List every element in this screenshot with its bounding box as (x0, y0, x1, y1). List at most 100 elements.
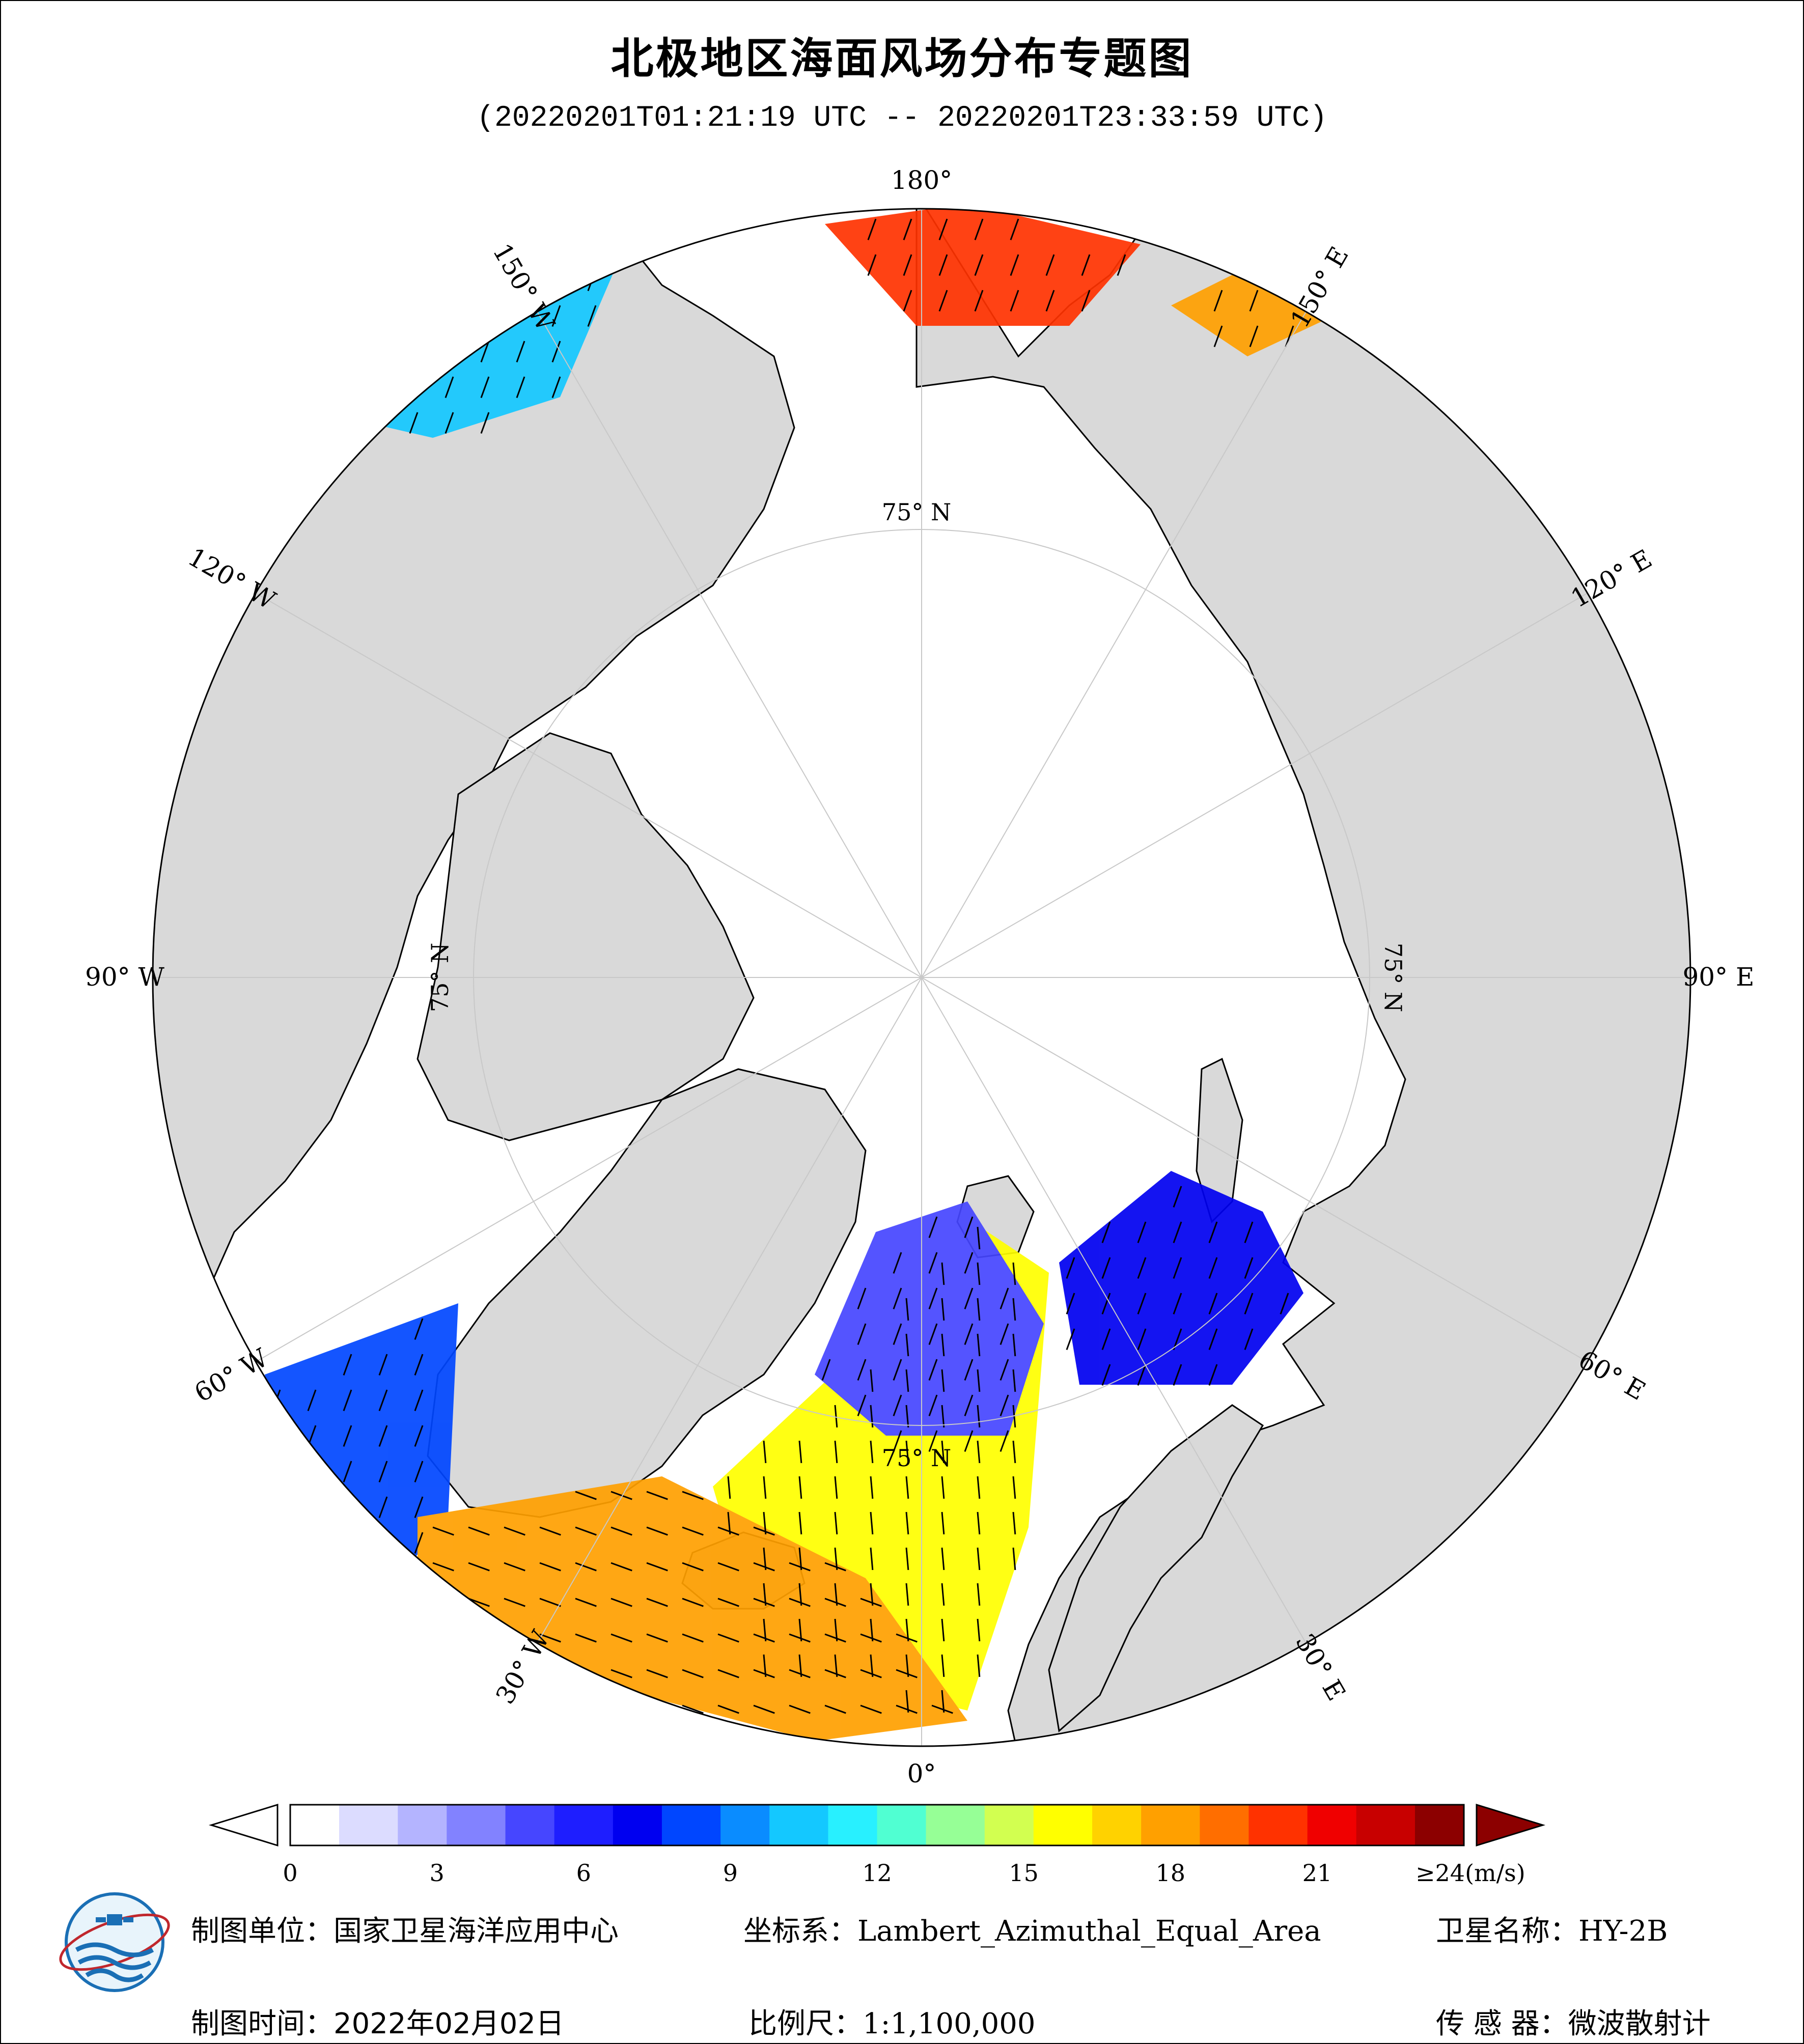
colorbar-cell (935, 1805, 946, 1845)
unit-value: 国家卫星海洋应用中心 (334, 1915, 619, 1948)
wind-arrow (903, 254, 912, 276)
colorbar-cell (965, 1805, 976, 1845)
wind-arrow (1000, 1323, 1009, 1345)
wind-arrow (414, 1532, 424, 1554)
wind-arrow (893, 1430, 902, 1452)
colorbar-cell (867, 1805, 878, 1845)
colorbar-tick-label: 21 (1302, 1859, 1333, 1887)
colorbar-cell (535, 1805, 545, 1845)
wind-arrow (870, 1405, 874, 1427)
colorbar (208, 1803, 1546, 1847)
wind-arrow (646, 1669, 668, 1678)
wind-arrow (1244, 1293, 1254, 1314)
longitude-label: 30° W (490, 1625, 556, 1709)
wind-arrow (941, 1369, 945, 1392)
wind-arrow (824, 1562, 846, 1572)
meridian-line (921, 593, 1588, 978)
wind-arrow (414, 1496, 424, 1518)
wind-arrow (893, 1359, 902, 1381)
wind-arrow (941, 1333, 945, 1356)
colorbar-cell (847, 1805, 858, 1845)
colorbar-cell (1131, 1805, 1142, 1845)
wind-arrow (539, 1562, 561, 1572)
wind-arrow (1208, 1221, 1218, 1243)
colorbar-cell (1346, 1805, 1357, 1845)
lat-label-right: 75° N (1379, 943, 1407, 1012)
wind-arrow (834, 1654, 838, 1677)
wind-arrow (1137, 1293, 1147, 1314)
colorbar-cell (437, 1805, 448, 1845)
colorbar-tick-label: 12 (862, 1859, 892, 1887)
colorbar-max-triangle (1476, 1803, 1546, 1847)
wind-arrow (727, 1511, 731, 1534)
wind-arrow (977, 1333, 981, 1356)
wind-arrow (1081, 254, 1091, 276)
colorbar-cell (740, 1805, 751, 1845)
colorbar-cell (329, 1805, 340, 1845)
wind-arrow (896, 1669, 918, 1678)
colorbar-cell (1288, 1805, 1298, 1845)
wind-arrow (941, 1440, 945, 1463)
wind-arrow (964, 1216, 974, 1238)
wind-arrow (798, 1476, 802, 1499)
colorbar-cell (1337, 1805, 1347, 1845)
sensor-value: 微波散射计 (1568, 2007, 1711, 2040)
wind-arrow (1208, 1257, 1218, 1279)
colorbar-cell (906, 1805, 917, 1845)
wind-arrow (378, 1532, 388, 1554)
wind-arrow (717, 1526, 739, 1536)
colorbar-outline (289, 1804, 1465, 1846)
wind-arrow (938, 290, 948, 312)
wind-arrow (789, 1704, 811, 1714)
colorbar-cell (760, 1805, 770, 1845)
wind-arrow (905, 1405, 909, 1427)
wind-arrow (1244, 1257, 1254, 1279)
colorbar-cell (310, 1805, 320, 1845)
wind-arrow (414, 1461, 424, 1482)
wind-arrow (1012, 1333, 1016, 1356)
wind-arrow (941, 1618, 945, 1641)
colorbar-cell (1395, 1805, 1406, 1845)
meridian-line (921, 311, 1307, 978)
wind-arrow (834, 1440, 838, 1463)
wind-arrow (789, 1669, 811, 1678)
wind-arrow (504, 1526, 525, 1536)
wind-arrow (893, 1287, 902, 1309)
wind-arrow (682, 1598, 704, 1607)
sensor-label: 传 感 器： (1436, 2007, 1568, 2040)
wind-arrow (682, 1633, 704, 1643)
wind-arrow (974, 218, 984, 240)
wind-arrow (610, 1669, 632, 1678)
map-outline (152, 208, 1691, 1747)
wind-arrow (1000, 1394, 1009, 1416)
wind-arrow (539, 1633, 561, 1643)
wind-arrow (1208, 1364, 1218, 1386)
colorbar-cell (388, 1805, 399, 1845)
wind-arrow (870, 1583, 874, 1606)
wind-arrow (893, 1323, 902, 1345)
wind-arrow (941, 1690, 945, 1713)
colorbar-cell (564, 1805, 575, 1845)
wind-arrow (938, 254, 948, 276)
wind-arrow (717, 1562, 739, 1572)
wind-arrow (468, 1598, 490, 1607)
wind-arrow (1137, 1257, 1147, 1279)
meridian-line (255, 593, 922, 978)
wind-arrow (974, 254, 984, 276)
colorbar-cell (1141, 1805, 1152, 1845)
longitude-label: 30° E (1290, 1629, 1351, 1705)
colorbar-cell (1151, 1805, 1161, 1845)
wind-arrow (753, 1562, 775, 1572)
wind-arrow (905, 1511, 909, 1534)
colorbar-cell (809, 1805, 819, 1845)
wind-arrow (646, 1598, 668, 1607)
satellite-value: HY-2B (1578, 1915, 1668, 1948)
wind-arrow (271, 1425, 281, 1447)
colorbar-cell (779, 1805, 790, 1845)
colorbar-tick-label: 3 (429, 1859, 445, 1887)
colorbar-cell (828, 1805, 839, 1845)
wind-arrow (824, 1669, 846, 1678)
wind-arrow (343, 1603, 352, 1625)
wind-arrow (271, 1461, 281, 1482)
